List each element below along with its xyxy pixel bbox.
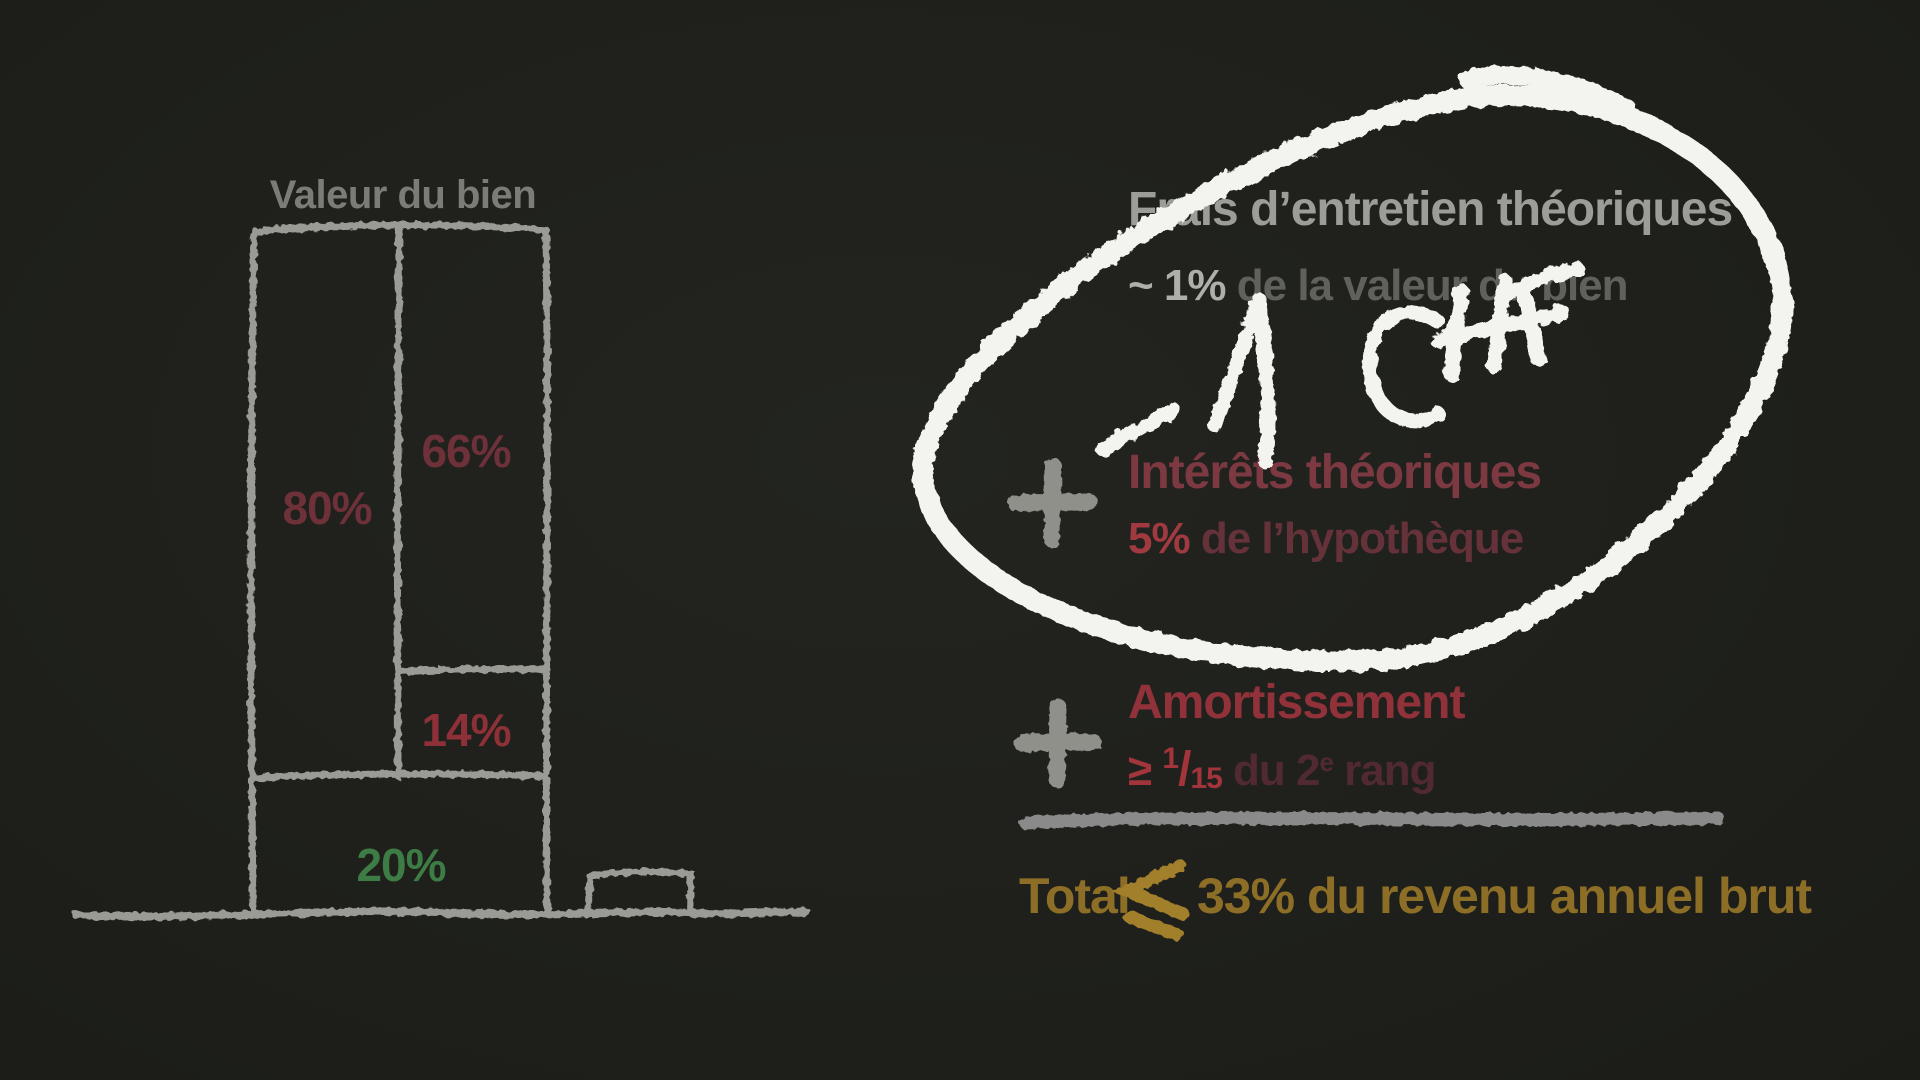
amortissement-base-start: du 2 [1233, 746, 1320, 795]
stroke-letter-f [1510, 304, 1570, 333]
interets-rate: 5% [1128, 514, 1191, 563]
small-house-box [584, 868, 695, 917]
fraction-denominator: 15 [1190, 762, 1222, 795]
fraction-numerator: 1 [1162, 742, 1179, 775]
property-diagram-lines [72, 221, 811, 921]
ellipse-overlap-stroke [1459, 66, 1636, 117]
plus-operator-2-text: + [1018, 706, 1062, 782]
plus-operator-1-text: + [1014, 468, 1058, 544]
sum-line [1019, 811, 1725, 830]
bar-left-edge [247, 228, 258, 917]
amortissement-base-sup: e [1319, 747, 1334, 777]
segment-label-80: 80% [282, 482, 372, 534]
bar-right-edge [542, 226, 551, 917]
segment-label-66: 66% [421, 425, 511, 477]
amortissement-base-end: rang [1332, 746, 1436, 795]
row-interets-heading: Intérêts théoriques [1128, 446, 1542, 499]
chart-title: Valeur du bien [269, 173, 537, 217]
row-interets-detail: 5% de l’hypothèque [1128, 514, 1524, 563]
total-value: 33% du revenu annuel brut [1197, 868, 1812, 924]
ground-line [72, 907, 811, 921]
amortissement-ge-symbol: ≥ [1128, 746, 1152, 795]
total-label: Total [1019, 868, 1131, 924]
row-frais-heading: Frais d’entretien théoriques [1128, 183, 1733, 236]
bar-top-edge [250, 221, 550, 236]
segment-label-20: 20% [356, 839, 446, 891]
row-amortissement-heading: Amortissement [1128, 676, 1465, 729]
interets-rate-base: de l’hypothèque [1200, 514, 1524, 563]
divider-66-14 [395, 665, 550, 676]
row-amortissement-detail: ≥ 1/15 du 2e rang [1128, 742, 1437, 796]
divider-20 [250, 770, 550, 782]
amortissement-base: du 2e rang [1233, 746, 1436, 795]
bar-middle-divider [393, 224, 403, 780]
leq-operator-text: ≤ [1122, 858, 1166, 938]
segment-label-14: 14% [421, 704, 511, 756]
fraction-slash: / [1178, 743, 1191, 796]
